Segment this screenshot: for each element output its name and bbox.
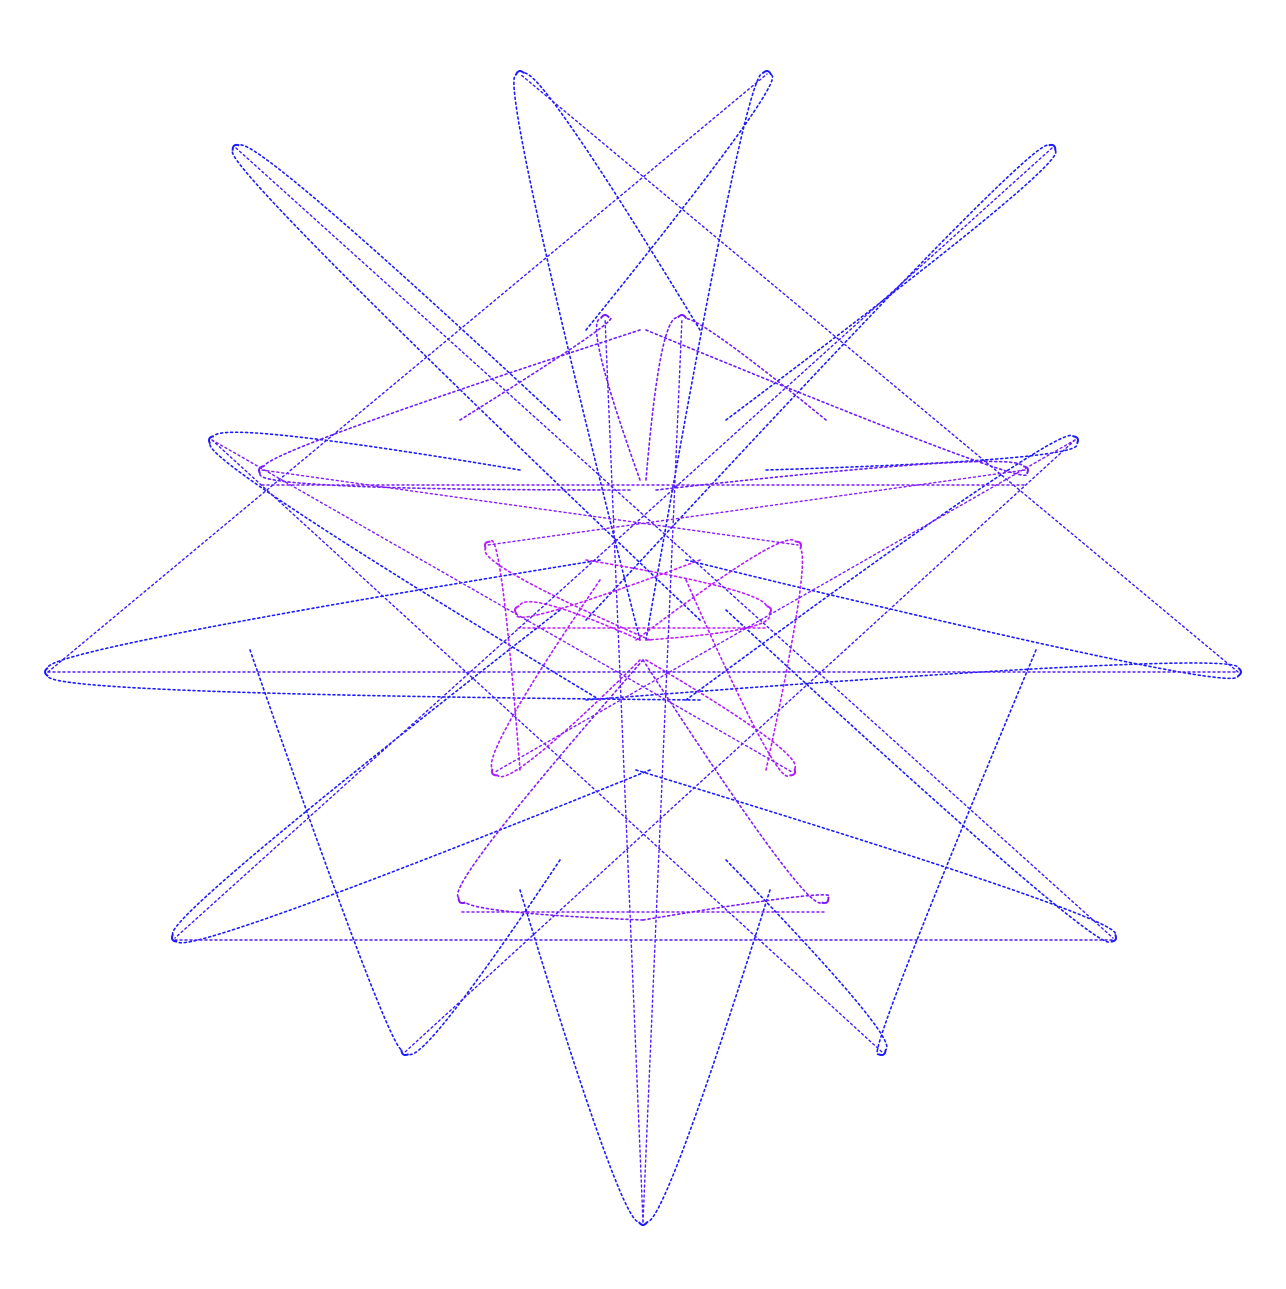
curve-segment: [518, 600, 641, 641]
curve-chord: [494, 439, 1076, 773]
curve-tip: [877, 1049, 887, 1057]
curve-segment: [238, 144, 561, 421]
curve-segment: [263, 329, 641, 468]
curve-chord: [404, 439, 1076, 1053]
curve-tip: [483, 540, 491, 549]
curve-chord: [642, 317, 683, 1223]
curve-chord: [604, 317, 644, 1223]
curve-segment: [765, 547, 804, 771]
curve-segment: [171, 609, 561, 936]
curve-tip: [1237, 666, 1242, 678]
curve-tip: [1072, 435, 1079, 445]
curve-tip: [821, 897, 830, 905]
curve-segment: [459, 316, 612, 421]
curve-segment: [585, 74, 774, 331]
curve-segment: [585, 662, 1239, 701]
curve-segment: [725, 609, 1112, 944]
curve-chord: [211, 439, 883, 1053]
curve-segment: [489, 539, 521, 771]
curve-tip: [677, 314, 688, 320]
curve-tip: [400, 1049, 410, 1057]
curve-tip: [795, 540, 803, 549]
curve-chord: [47, 73, 768, 673]
curve-tip: [789, 768, 797, 777]
curve-chord: [174, 147, 1053, 939]
curve-segment: [513, 74, 641, 641]
curve-segment: [725, 149, 1057, 421]
curve-segment: [642, 659, 823, 904]
curve-segment: [519, 889, 640, 1223]
curve-tip: [490, 768, 498, 777]
curve-segment: [213, 431, 521, 471]
curve-segment: [585, 559, 768, 607]
curve-segment: [585, 144, 1050, 621]
curve-segment: [645, 329, 1028, 477]
curve-tip: [1110, 933, 1118, 943]
curve-segment: [496, 659, 641, 778]
curve-segment: [645, 316, 679, 481]
curve-segment: [635, 769, 1116, 936]
curve-segment: [490, 579, 601, 770]
curve-segment: [484, 547, 651, 641]
curve-segment: [515, 559, 701, 619]
curve-segment: [685, 317, 827, 421]
curve-tip: [514, 605, 520, 615]
curve-segment: [685, 434, 1074, 701]
curve-tip: [599, 314, 610, 319]
curve-chord: [519, 73, 1239, 673]
curve-tip: [514, 70, 525, 76]
curve-tip: [766, 605, 772, 615]
curve-segment: [259, 472, 631, 491]
curve-segment: [176, 769, 651, 944]
curve-tip: [637, 1221, 649, 1226]
curve-segment: [47, 559, 601, 669]
curve-segment: [231, 149, 701, 621]
curve-segment: [765, 442, 1078, 471]
curve-segment: [645, 613, 771, 641]
curve-tip: [208, 435, 215, 445]
curve-tip: [1022, 465, 1029, 475]
curve-segment: [642, 894, 831, 921]
curve-tip: [258, 465, 265, 475]
curve-segment: [685, 579, 791, 778]
curve-segment: [635, 539, 797, 641]
curve-segment: [725, 859, 888, 1051]
curve-segment: [456, 659, 644, 899]
curve-tip: [762, 70, 773, 76]
curve-tip: [231, 143, 240, 151]
curve-segment: [523, 72, 701, 331]
curve-tip: [170, 934, 178, 943]
curve-chord: [211, 439, 793, 773]
curve-chord: [261, 469, 799, 546]
curve-segment: [464, 901, 644, 921]
curve-segment: [249, 649, 403, 1051]
curve-segment: [209, 442, 601, 701]
curve-chord: [235, 147, 1114, 939]
curve-tip: [457, 897, 466, 905]
curve-tip: [44, 666, 49, 678]
curve-segment: [595, 317, 641, 481]
curve-segment: [646, 889, 771, 1223]
curve-layer: [44, 70, 1242, 1226]
curve-segment: [47, 675, 701, 701]
curve-segment: [645, 659, 797, 770]
curve-tip: [1048, 143, 1057, 151]
curve-chord: [487, 469, 1026, 546]
curve-segment: [655, 460, 1024, 491]
curve-segment: [407, 859, 561, 1056]
